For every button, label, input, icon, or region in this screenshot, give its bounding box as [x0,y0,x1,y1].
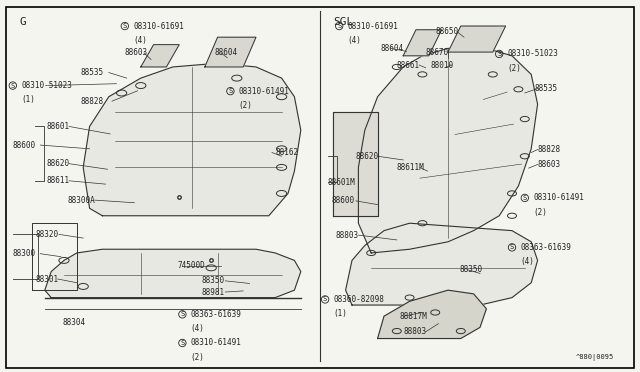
Text: S: S [523,195,527,201]
Text: S: S [11,83,15,89]
Text: 88670: 88670 [426,48,449,57]
Text: 88600: 88600 [13,141,36,150]
Polygon shape [141,45,179,67]
Text: 88661: 88661 [397,61,420,70]
Polygon shape [45,249,301,298]
Text: 88828: 88828 [81,97,104,106]
Text: (4): (4) [133,36,147,45]
Text: (2): (2) [533,208,547,217]
Text: 08363-61639: 08363-61639 [520,243,571,252]
Text: 88010: 88010 [430,61,453,70]
Text: 88650: 88650 [435,27,458,36]
Text: S: S [180,340,184,346]
Text: 88300: 88300 [13,249,36,258]
Polygon shape [378,290,486,339]
Text: 88320: 88320 [35,230,58,239]
Polygon shape [358,48,538,253]
Text: 88604: 88604 [214,48,237,57]
Text: S: S [510,244,514,250]
Polygon shape [448,26,506,52]
Text: 08310-61491: 08310-61491 [533,193,584,202]
Text: 88600: 88600 [332,196,355,205]
Text: 08310-51023: 08310-51023 [508,49,558,58]
Polygon shape [83,63,301,216]
Text: S: S [228,88,232,94]
Text: 88604: 88604 [381,44,404,53]
Text: (4): (4) [191,324,205,333]
Text: 88162: 88162 [275,148,298,157]
Text: 08310-61691: 08310-61691 [133,22,184,31]
Text: 88350: 88350 [202,276,225,285]
Text: 88620: 88620 [46,159,69,168]
Text: 88828: 88828 [538,145,561,154]
Text: (4): (4) [348,36,362,45]
Text: 08310-61491: 08310-61491 [191,339,241,347]
Text: 88611: 88611 [46,176,69,185]
Text: 08310-61691: 08310-61691 [348,22,398,31]
Text: 88350: 88350 [460,265,483,274]
Text: (1): (1) [21,95,35,104]
Text: 88535: 88535 [81,68,104,77]
Text: S: S [337,23,341,29]
Text: 88817M: 88817M [400,312,428,321]
Text: 08360-82098: 08360-82098 [333,295,384,304]
Text: S: S [123,23,127,29]
Text: 88601: 88601 [46,122,69,131]
Text: (1): (1) [333,309,348,318]
Text: 88304: 88304 [63,318,86,327]
Polygon shape [333,112,378,216]
Polygon shape [403,30,442,56]
Text: 88601M: 88601M [328,178,355,187]
Text: 08363-61639: 08363-61639 [191,310,241,319]
Text: 88981: 88981 [202,288,225,296]
Polygon shape [346,223,538,305]
Text: 88803: 88803 [336,231,359,240]
Text: G: G [19,17,26,27]
Text: 08310-61491: 08310-61491 [239,87,289,96]
Polygon shape [205,37,256,67]
Text: SGL: SGL [333,17,353,27]
Text: ^880|0095: ^880|0095 [576,354,614,361]
Text: 88301: 88301 [35,275,58,283]
Text: (2): (2) [239,101,253,110]
Text: 74500D: 74500D [178,262,205,270]
Text: 88603: 88603 [538,160,561,169]
Text: 08310-51023: 08310-51023 [21,81,72,90]
Text: S: S [180,311,184,317]
Text: 88603: 88603 [125,48,148,57]
Text: 88300A: 88300A [67,196,95,205]
Text: 88611M: 88611M [397,163,424,172]
Text: (2): (2) [191,353,205,362]
Text: 88620: 88620 [355,152,378,161]
Text: 88803: 88803 [403,327,426,336]
Text: (2): (2) [508,64,522,73]
Text: S: S [323,296,327,302]
Text: 88535: 88535 [534,84,557,93]
Text: S: S [497,51,501,57]
Text: (4): (4) [520,257,534,266]
